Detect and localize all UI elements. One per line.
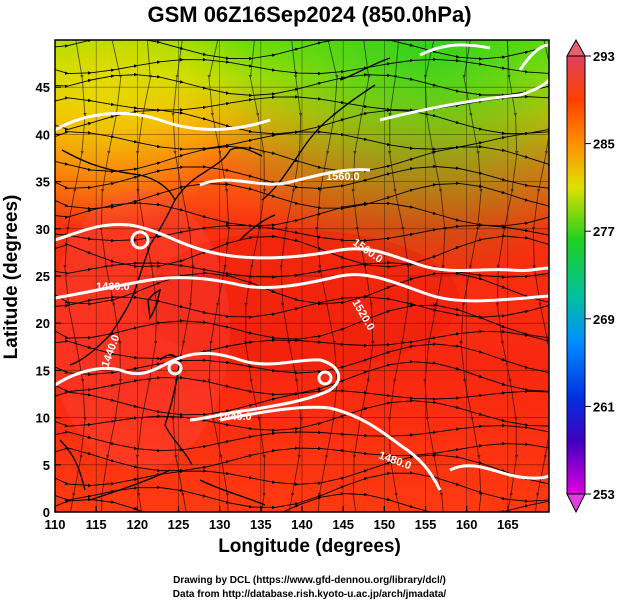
x-tick-label: 130 — [209, 517, 231, 532]
credit-data: Data from http://database.rish.kyoto-u.a… — [172, 589, 447, 600]
streamline — [135, 40, 159, 512]
y-axis-ticks: 0 5 10 15 20 25 30 35 40 45 — [36, 80, 61, 520]
streamline — [531, 40, 549, 512]
x-axis-label: Longitude (degrees) — [218, 536, 401, 557]
x-tick-label: 115 — [86, 517, 107, 532]
map-title: GSM 06Z16Sep2024 (850.0hPa) — [147, 2, 472, 27]
x-tick-label: 120 — [126, 517, 148, 532]
x-tick-label: 145 — [332, 517, 354, 532]
y-tick-label: 35 — [36, 175, 50, 190]
x-tick-label: 150 — [373, 517, 395, 532]
x-tick-label: 160 — [456, 517, 478, 532]
x-tick-label: 140 — [291, 517, 313, 532]
colorbar-tick-label: 293 — [593, 49, 615, 64]
y-tick-label: 15 — [36, 363, 50, 378]
y-tick-label: 20 — [36, 316, 50, 331]
streamline — [423, 40, 447, 512]
streamline — [495, 40, 519, 512]
colorbar-tick-label: 277 — [593, 224, 615, 239]
streamline — [55, 40, 549, 61]
x-tick-label: 125 — [168, 517, 190, 532]
colorbar-tick-label: 261 — [593, 399, 615, 414]
streamline — [207, 40, 231, 512]
streamline — [171, 40, 195, 512]
y-tick-label: 5 — [43, 458, 50, 473]
y-tick-label: 40 — [36, 127, 50, 142]
contour-label: 1480.0 — [96, 281, 130, 293]
x-tick-label: 135 — [250, 517, 272, 532]
colorbar-tick-label: 253 — [593, 487, 615, 502]
x-tick-label: 110 — [45, 517, 66, 532]
colorbar: 293 285 277 269 261 253 — [566, 38, 615, 514]
y-tick-label: 30 — [36, 222, 50, 237]
contour-label: 1560.0 — [326, 171, 360, 183]
credit-drawing: Drawing by DCL (https://www.gfd-dennou.o… — [173, 575, 446, 586]
x-tick-label: 155 — [415, 517, 437, 532]
streamline — [351, 40, 375, 512]
y-tick-label: 10 — [36, 411, 50, 426]
contour-label: 1440.0 — [218, 411, 252, 423]
height-contours — [55, 43, 549, 491]
y-tick-label: 25 — [36, 269, 50, 284]
streamline — [63, 40, 87, 512]
y-axis-label: Latitude (degrees) — [1, 194, 22, 360]
x-tick-label: 165 — [497, 517, 519, 532]
x-axis-ticks: 110 115 120 125 130 135 140 145 150 155 160 165 — [45, 506, 519, 532]
y-tick-label: 0 — [43, 505, 50, 520]
y-tick-label: 45 — [36, 80, 50, 95]
colorbar-tick-label: 285 — [593, 137, 615, 152]
streamline — [315, 40, 339, 512]
colorbar-tick-label: 269 — [593, 312, 615, 327]
